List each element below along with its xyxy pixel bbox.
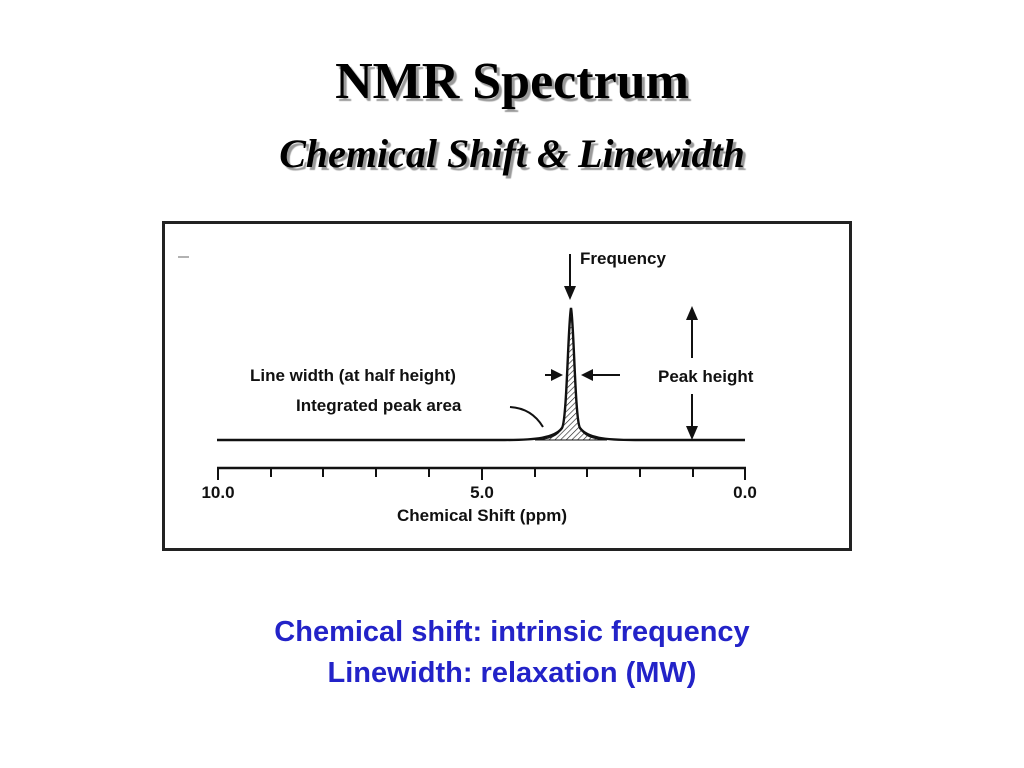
frequency-label: Frequency bbox=[580, 249, 667, 268]
peak-height-arrowhead-up bbox=[686, 306, 698, 320]
frequency-arrowhead bbox=[564, 286, 576, 300]
slide-subtitle: Chemical Shift & Linewidth bbox=[279, 131, 745, 176]
axis-ticks bbox=[217, 468, 746, 480]
caption-chemical-shift: Chemical shift: intrinsic frequency bbox=[274, 616, 750, 648]
linewidth-arrowhead-left bbox=[551, 369, 563, 381]
axis-title: Chemical Shift (ppm) bbox=[397, 506, 567, 525]
linewidth-arrowhead-right bbox=[581, 369, 593, 381]
integrated-area-leader bbox=[509, 406, 544, 428]
tick-label-0: 0.0 bbox=[733, 483, 757, 502]
integrated-peak-area bbox=[534, 307, 608, 441]
linewidth-label: Line width (at half height) bbox=[250, 366, 456, 385]
tick-label-10: 10.0 bbox=[201, 483, 234, 502]
integrated-area-label: Integrated peak area bbox=[296, 396, 462, 415]
slide-title: NMR Spectrum bbox=[335, 53, 689, 110]
caption-linewidth: Linewidth: relaxation (MW) bbox=[327, 657, 697, 689]
nmr-diagram-svg: Frequency Line width (at half height) In… bbox=[178, 249, 757, 525]
peak-height-arrowhead-down bbox=[686, 426, 698, 440]
nmr-diagram: Frequency Line width (at half height) In… bbox=[162, 221, 852, 551]
peak-height-label: Peak height bbox=[658, 367, 754, 386]
tick-label-5: 5.0 bbox=[470, 483, 494, 502]
